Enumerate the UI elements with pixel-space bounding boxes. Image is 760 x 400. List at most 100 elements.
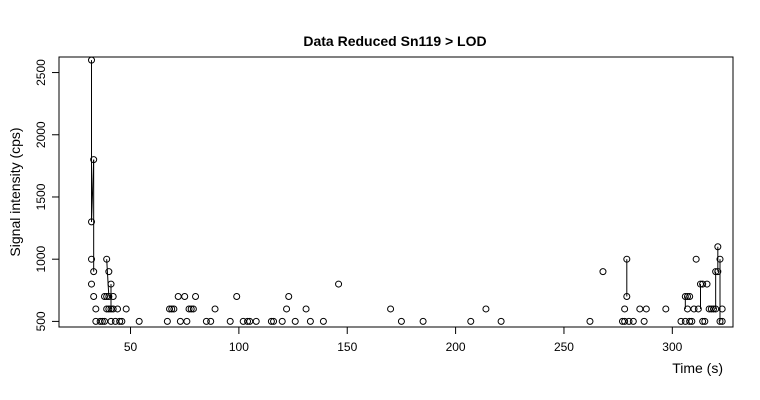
data-point (716, 255, 724, 263)
data-point (107, 280, 115, 288)
data-point (681, 317, 689, 325)
data-point (267, 317, 275, 325)
data-point (718, 317, 726, 325)
data-point (181, 293, 189, 301)
data-point (688, 317, 696, 325)
data-point (623, 255, 631, 263)
data-point (586, 317, 594, 325)
data-point (252, 317, 260, 325)
data-point (116, 317, 124, 325)
data-point (306, 317, 314, 325)
data-point (109, 293, 117, 301)
data-point (642, 305, 650, 313)
data-point (105, 293, 113, 301)
x-tick-label: 250 (554, 340, 574, 354)
data-point (629, 317, 637, 325)
data-point (694, 305, 702, 313)
series-points (88, 56, 726, 325)
data-point (244, 317, 252, 325)
data-point (88, 255, 96, 263)
data-point (187, 305, 195, 313)
data-point (709, 305, 717, 313)
data-point (183, 317, 191, 325)
data-point (599, 268, 607, 276)
data-point (701, 317, 709, 325)
data-point (192, 293, 200, 301)
data-point (712, 305, 720, 313)
data-point (387, 305, 395, 313)
y-axis-title: Signal intensity (cps) (7, 127, 23, 256)
data-point (114, 305, 122, 313)
data-point (88, 280, 96, 288)
data-point (103, 305, 111, 313)
data-point (207, 317, 215, 325)
x-axis: 50 100 150 200 250 300 (124, 326, 683, 354)
data-point (699, 317, 707, 325)
data-point (109, 305, 117, 313)
plot-frame (58, 56, 734, 328)
x-tick-label: 300 (662, 340, 682, 354)
data-point (103, 255, 111, 263)
data-point (696, 280, 704, 288)
data-point (718, 305, 726, 313)
data-point (618, 317, 626, 325)
x-tick-label: 150 (337, 340, 357, 354)
data-point (707, 305, 715, 313)
x-tick-label: 50 (124, 340, 138, 354)
data-point (246, 317, 254, 325)
data-point (170, 305, 178, 313)
data-point (107, 317, 115, 325)
y-axis: 500 1000 1500 2000 2500 (34, 59, 60, 331)
data-point (92, 305, 100, 313)
data-point (419, 317, 427, 325)
data-point (703, 280, 711, 288)
data-point (90, 293, 98, 301)
data-point (497, 317, 505, 325)
data-point (683, 305, 691, 313)
data-point (636, 305, 644, 313)
data-point (105, 268, 113, 276)
data-point (714, 243, 722, 251)
y-tick-label: 1000 (34, 246, 48, 273)
data-point (662, 305, 670, 313)
data-point (640, 317, 648, 325)
data-point (692, 255, 700, 263)
data-point (105, 305, 113, 313)
data-point (98, 317, 106, 325)
data-point (677, 317, 685, 325)
data-point (88, 56, 96, 64)
data-point (88, 218, 96, 226)
data-point (716, 317, 724, 325)
data-point (686, 317, 694, 325)
data-point (285, 293, 293, 301)
data-point (621, 305, 629, 313)
data-point (239, 317, 247, 325)
data-point (278, 317, 286, 325)
data-point (103, 293, 111, 301)
data-point (319, 317, 327, 325)
data-point (202, 317, 210, 325)
data-point (397, 317, 405, 325)
connector-line (106, 259, 110, 297)
data-point (283, 305, 291, 313)
data-point (226, 317, 234, 325)
data-point (189, 305, 197, 313)
data-point (335, 280, 343, 288)
data-point (92, 317, 100, 325)
data-point (233, 293, 241, 301)
data-point (467, 317, 475, 325)
data-point (122, 305, 130, 313)
data-point (90, 156, 98, 164)
y-tick-label: 2500 (34, 59, 48, 86)
data-point (166, 305, 174, 313)
data-point (714, 268, 722, 276)
y-tick-label: 1500 (34, 183, 48, 210)
data-point (90, 268, 98, 276)
data-point (135, 317, 143, 325)
data-point (291, 317, 299, 325)
chart-title: Data Reduced Sn119 > LOD (303, 33, 486, 49)
data-point (621, 317, 629, 325)
data-point (712, 268, 720, 276)
x-tick-label: 100 (229, 340, 249, 354)
